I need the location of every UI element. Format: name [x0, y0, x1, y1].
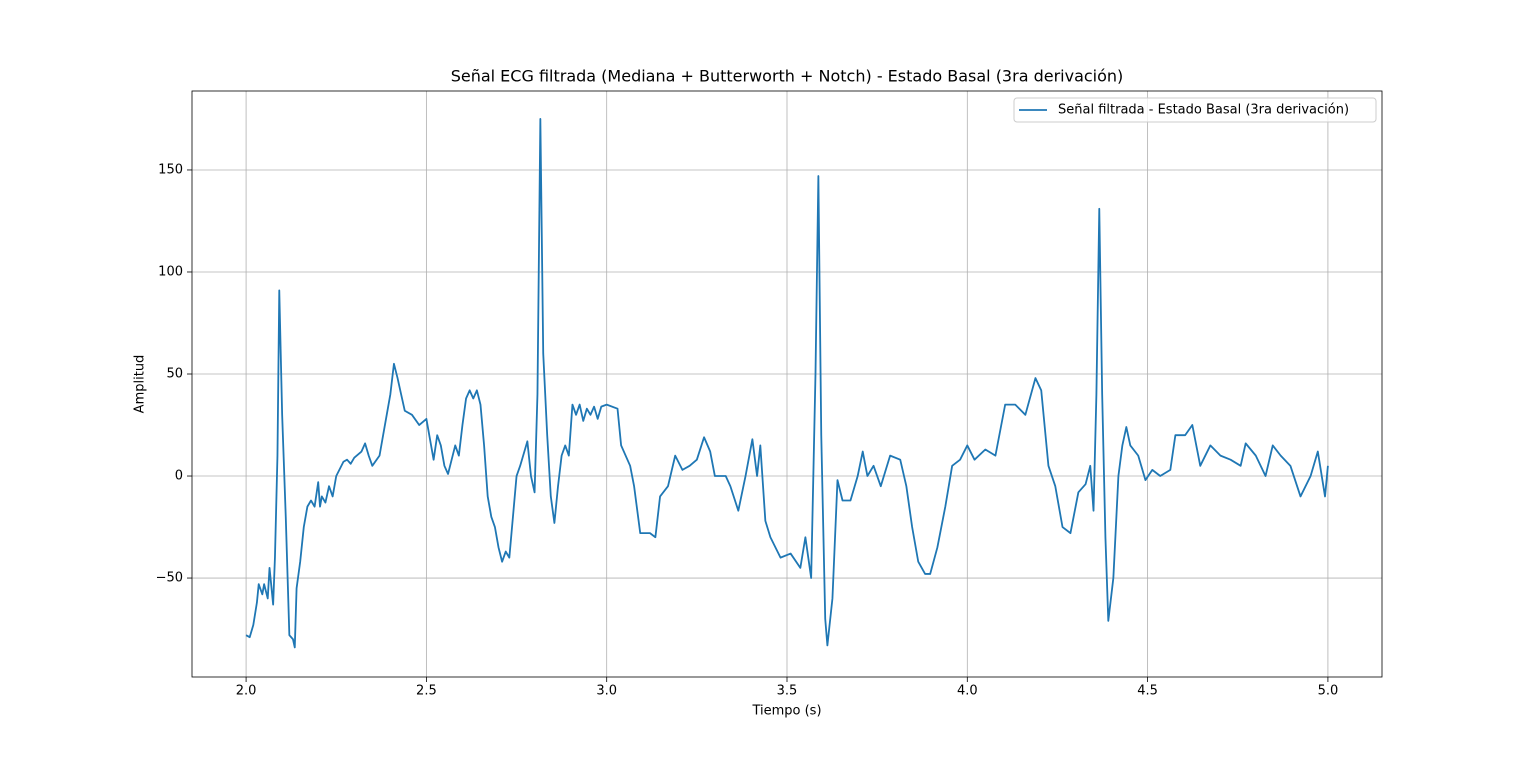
- y-tick-label: 100: [158, 264, 183, 279]
- x-tick-label: 3.5: [777, 684, 798, 699]
- x-tick-label: 2.0: [236, 684, 257, 699]
- legend-label: Señal filtrada - Estado Basal (3ra deriv…: [1058, 103, 1349, 118]
- data-line: [245, 118, 1329, 649]
- legend-box: [1013, 97, 1377, 123]
- y-tick-label: 0: [175, 469, 183, 484]
- x-tick-label: 3.0: [596, 684, 617, 699]
- chart-title: Señal ECG filtrada (Mediana + Butterwort…: [451, 67, 1124, 86]
- x-tick-label: 2.5: [416, 684, 437, 699]
- x-tick-label: 4.0: [957, 684, 978, 699]
- plot-frame: [191, 90, 1383, 678]
- y-tick-label: 150: [158, 162, 183, 177]
- y-axis-label: Amplitud: [133, 355, 148, 414]
- y-tick-label: 50: [166, 367, 183, 382]
- x-axis-label: Tiempo (s): [751, 704, 821, 719]
- y-tick-label: −50: [156, 571, 183, 586]
- x-tick-label: 4.5: [1137, 684, 1158, 699]
- x-tick-label: 5.0: [1318, 684, 1339, 699]
